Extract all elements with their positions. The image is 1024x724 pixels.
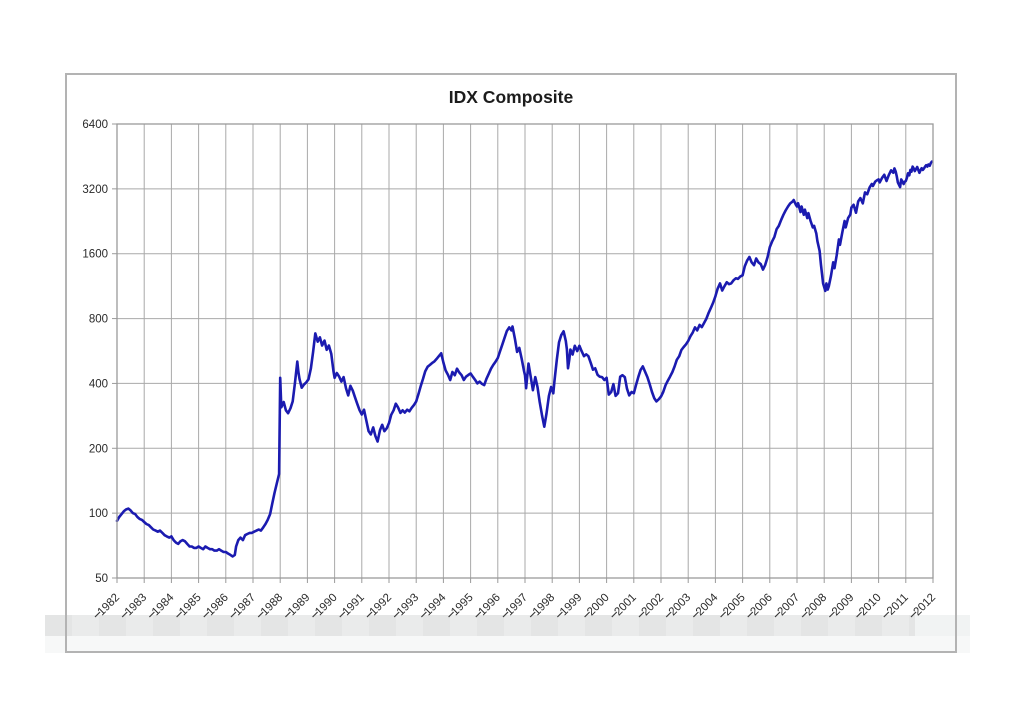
x-label-dash bbox=[801, 611, 808, 618]
x-label-dash bbox=[148, 611, 155, 618]
series-line-idx-composite bbox=[115, 160, 934, 558]
y-tick-label: 800 bbox=[89, 314, 108, 326]
x-gridlines bbox=[116, 124, 934, 583]
plot-frame bbox=[116, 123, 934, 579]
x-tick-label: 1984 bbox=[150, 591, 177, 618]
x-label-dash bbox=[257, 611, 264, 618]
x-tick-label: 1983 bbox=[123, 592, 150, 619]
x-label-dash bbox=[284, 611, 291, 618]
x-label-dash bbox=[502, 611, 509, 618]
x-label-dash bbox=[747, 611, 754, 618]
x-label-dash bbox=[584, 611, 591, 618]
x-tick-label: 1990 bbox=[313, 592, 340, 619]
x-tick-label: 1985 bbox=[177, 592, 204, 619]
x-label-dash bbox=[856, 611, 863, 618]
x-label-dash bbox=[121, 611, 128, 618]
y-tick-label: 200 bbox=[89, 443, 108, 455]
x-label-dash bbox=[420, 611, 427, 618]
x-label-dash bbox=[529, 611, 536, 618]
chart-outer-border bbox=[65, 73, 957, 653]
x-tick-label: 2008 bbox=[803, 592, 830, 619]
x-tick-label: 2011 bbox=[885, 592, 911, 618]
x-label-dash bbox=[720, 611, 727, 618]
x-tick-label: 1986 bbox=[204, 592, 231, 619]
x-tick-label: 2005 bbox=[721, 592, 748, 619]
x-tick-label: 1991 bbox=[340, 592, 367, 619]
y-tick-label: 400 bbox=[89, 378, 108, 390]
y-tick-label: 50 bbox=[95, 573, 108, 585]
x-tick-label: 1988 bbox=[259, 592, 286, 619]
y-tick-label: 6400 bbox=[82, 119, 108, 131]
x-tick-label: 2006 bbox=[748, 592, 775, 619]
x-label-dash bbox=[203, 611, 210, 618]
x-tick-label: 2004 bbox=[694, 591, 721, 618]
x-tick-label: 2010 bbox=[857, 592, 884, 619]
x-label-dash bbox=[94, 611, 101, 618]
x-label-dash bbox=[448, 611, 455, 618]
x-tick-label: 2009 bbox=[830, 592, 857, 619]
x-tick-label: 1994 bbox=[422, 591, 449, 618]
chart-title: IDX Composite bbox=[449, 87, 574, 107]
x-tick-label: 1999 bbox=[558, 592, 585, 619]
y-tick-label: 3200 bbox=[82, 184, 108, 196]
overlay-band-main bbox=[45, 615, 915, 636]
x-tick-label: 1993 bbox=[395, 592, 422, 619]
x-tick-label: 1992 bbox=[368, 592, 395, 619]
y-axis-labels: 6400 3200 1600 800 400 200 100 50 bbox=[82, 119, 108, 585]
x-label-dash bbox=[230, 611, 237, 618]
x-tick-label: 1998 bbox=[531, 592, 558, 619]
x-tick-label: 2001 bbox=[612, 592, 639, 619]
x-label-dash bbox=[692, 611, 699, 618]
x-label-dash bbox=[475, 611, 482, 618]
x-label-dash bbox=[883, 611, 890, 618]
x-label-dash bbox=[312, 611, 319, 618]
x-label-dash bbox=[665, 611, 672, 618]
x-label-dash bbox=[638, 611, 645, 618]
x-label-dash bbox=[176, 611, 183, 618]
x-tick-label: 1995 bbox=[449, 592, 476, 619]
overlay-band-lower bbox=[45, 636, 970, 653]
x-tick-label: 2012 bbox=[912, 592, 939, 619]
x-label-dash bbox=[774, 611, 781, 618]
x-tick-label: 2003 bbox=[667, 592, 694, 619]
x-tick-label: 2002 bbox=[640, 592, 667, 619]
y-tick-label: 1600 bbox=[82, 249, 108, 261]
x-label-dash bbox=[910, 611, 917, 618]
x-tick-label: 2000 bbox=[585, 592, 612, 619]
x-tick-label: 1996 bbox=[476, 592, 503, 619]
x-label-dash bbox=[828, 611, 835, 618]
x-tick-label: 1987 bbox=[232, 592, 259, 619]
x-axis-labels: 1982 1983 1984 1985 1986 1987 1988 1989 1990 1991… bbox=[94, 591, 939, 619]
x-tick-label: 1989 bbox=[286, 592, 313, 619]
x-label-dash bbox=[611, 611, 618, 618]
series-group bbox=[115, 160, 934, 558]
x-label-dash bbox=[556, 611, 563, 618]
x-tick-label: 1982 bbox=[96, 592, 123, 619]
y-gridlines bbox=[112, 123, 933, 579]
x-tick-label: 2007 bbox=[776, 592, 803, 619]
x-label-dash bbox=[339, 611, 346, 618]
x-label-dash bbox=[393, 611, 400, 618]
y-tick-label: 100 bbox=[89, 508, 108, 520]
x-label-dash bbox=[366, 611, 373, 618]
x-tick-label: 1997 bbox=[504, 592, 531, 619]
